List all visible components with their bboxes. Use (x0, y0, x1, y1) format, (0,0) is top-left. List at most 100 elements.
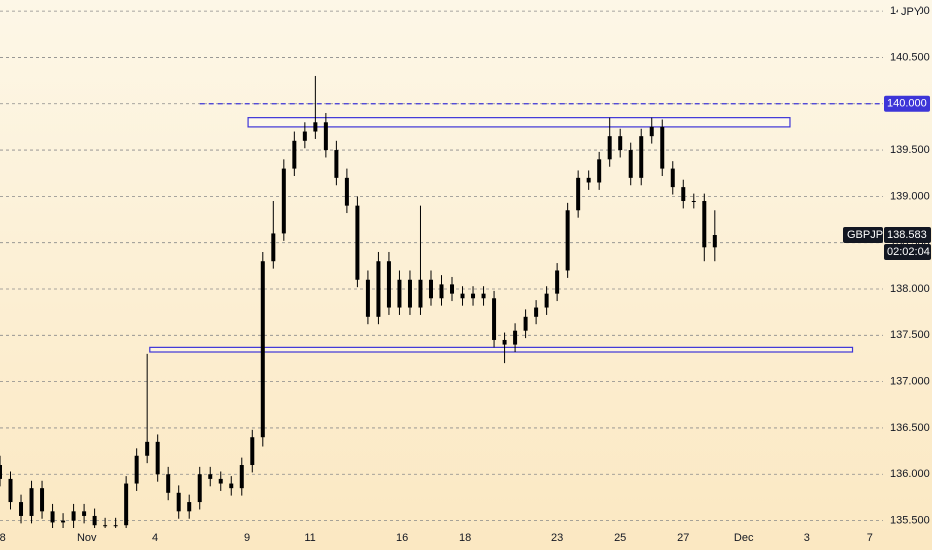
candle-body (155, 441, 160, 475)
candle-body (691, 201, 696, 203)
x-tick-label: 4 (152, 532, 158, 544)
zone (247, 117, 791, 128)
candle-body (660, 126, 665, 169)
y-tick-label: 135.500 (890, 514, 930, 526)
candle-body (176, 492, 181, 512)
y-tick-label: 139.000 (890, 190, 930, 202)
candle-body (513, 330, 518, 345)
level-label-bg (884, 95, 930, 112)
x-tick-label: 8 (0, 532, 6, 544)
x-tick-label: 11 (304, 532, 315, 544)
x-tick-label: 9 (244, 532, 250, 544)
candle-body (103, 525, 108, 527)
candle-body (439, 284, 444, 299)
candle-body (544, 293, 549, 308)
candle-body (586, 177, 591, 183)
candle-body (639, 136, 644, 178)
y-tick-label: 139.500 (890, 144, 930, 156)
x-tick-label: 3 (804, 532, 810, 544)
candle-body (681, 187, 686, 202)
x-tick-label: Nov (77, 532, 97, 544)
candle-body (428, 279, 433, 299)
candle-body (124, 483, 129, 526)
candle-body (250, 437, 255, 466)
x-tick-label: Dec (734, 532, 754, 544)
candle-body (187, 502, 192, 512)
candle-body (576, 177, 581, 211)
y-tick-label: 140.500 (890, 51, 930, 63)
y-tick-label: 137.000 (890, 376, 930, 388)
last-price-bg (884, 227, 931, 244)
candle-body (145, 441, 150, 456)
candle-body (492, 298, 497, 340)
x-tick-label: 25 (614, 532, 626, 544)
candle-body (197, 474, 202, 503)
candle-body (481, 293, 486, 299)
candle-body (418, 279, 423, 308)
candle-body (471, 293, 476, 299)
candle-body (523, 316, 528, 331)
candle-body (344, 177, 349, 206)
x-tick-label: 7 (867, 532, 873, 544)
candle-body (82, 511, 87, 516)
candle-body (397, 279, 402, 308)
candle-body (313, 122, 318, 132)
candle-body (40, 488, 45, 512)
candle-body (502, 339, 507, 345)
candle-body (628, 150, 633, 178)
countdown-bg (884, 244, 931, 261)
candle-body (407, 279, 412, 308)
candle-body (323, 122, 328, 151)
candle-body (597, 159, 602, 183)
candle-body (649, 126, 654, 137)
candle-body (19, 502, 24, 516)
last-price: 138.583 (887, 229, 927, 241)
candle-body (450, 284, 455, 294)
currency-tag-bg (898, 4, 920, 19)
candle-body (607, 136, 612, 160)
candle-body (712, 235, 717, 248)
candle-body (50, 511, 55, 523)
x-tick-label: 16 (396, 532, 408, 544)
candle-body (670, 168, 675, 188)
candle-body (239, 465, 244, 489)
candle-body (208, 474, 213, 479)
candle-body (218, 478, 223, 484)
candle-body (0, 465, 2, 479)
candle-body (61, 520, 66, 523)
candle-body (92, 515, 97, 526)
candle-body (29, 488, 34, 516)
currency-tag: JPY (901, 6, 922, 18)
symbol-tag-bg (843, 227, 883, 244)
candle-body (292, 140, 297, 169)
candle-body (71, 511, 76, 521)
y-tick-label: 136.000 (890, 468, 930, 480)
candle-body (618, 136, 623, 151)
candle-body (386, 261, 391, 308)
candle-body (271, 233, 276, 262)
y-tick-label: 136.500 (890, 422, 930, 434)
candle-body (134, 455, 139, 484)
x-tick-label: 27 (677, 532, 689, 544)
x-tick-label: 23 (551, 532, 563, 544)
candle-body (166, 474, 171, 493)
candle-body (8, 478, 13, 503)
candle-body (565, 210, 570, 271)
candle-body (229, 483, 234, 489)
candle-body (302, 131, 307, 141)
candle-body (113, 525, 118, 527)
candle-body (281, 168, 286, 234)
candle-body (534, 307, 539, 317)
symbol-tag: GBPJPY (847, 229, 891, 241)
candle-body (260, 261, 265, 438)
level-label: 140.000 (887, 98, 927, 110)
y-tick-label: 137.500 (890, 329, 930, 341)
countdown: 02:02:04 (887, 246, 930, 258)
y-tick-label: 138.000 (890, 283, 930, 295)
candle-body (334, 150, 339, 178)
zone (149, 346, 854, 353)
candle-body (365, 279, 370, 317)
candle-body (460, 293, 465, 299)
